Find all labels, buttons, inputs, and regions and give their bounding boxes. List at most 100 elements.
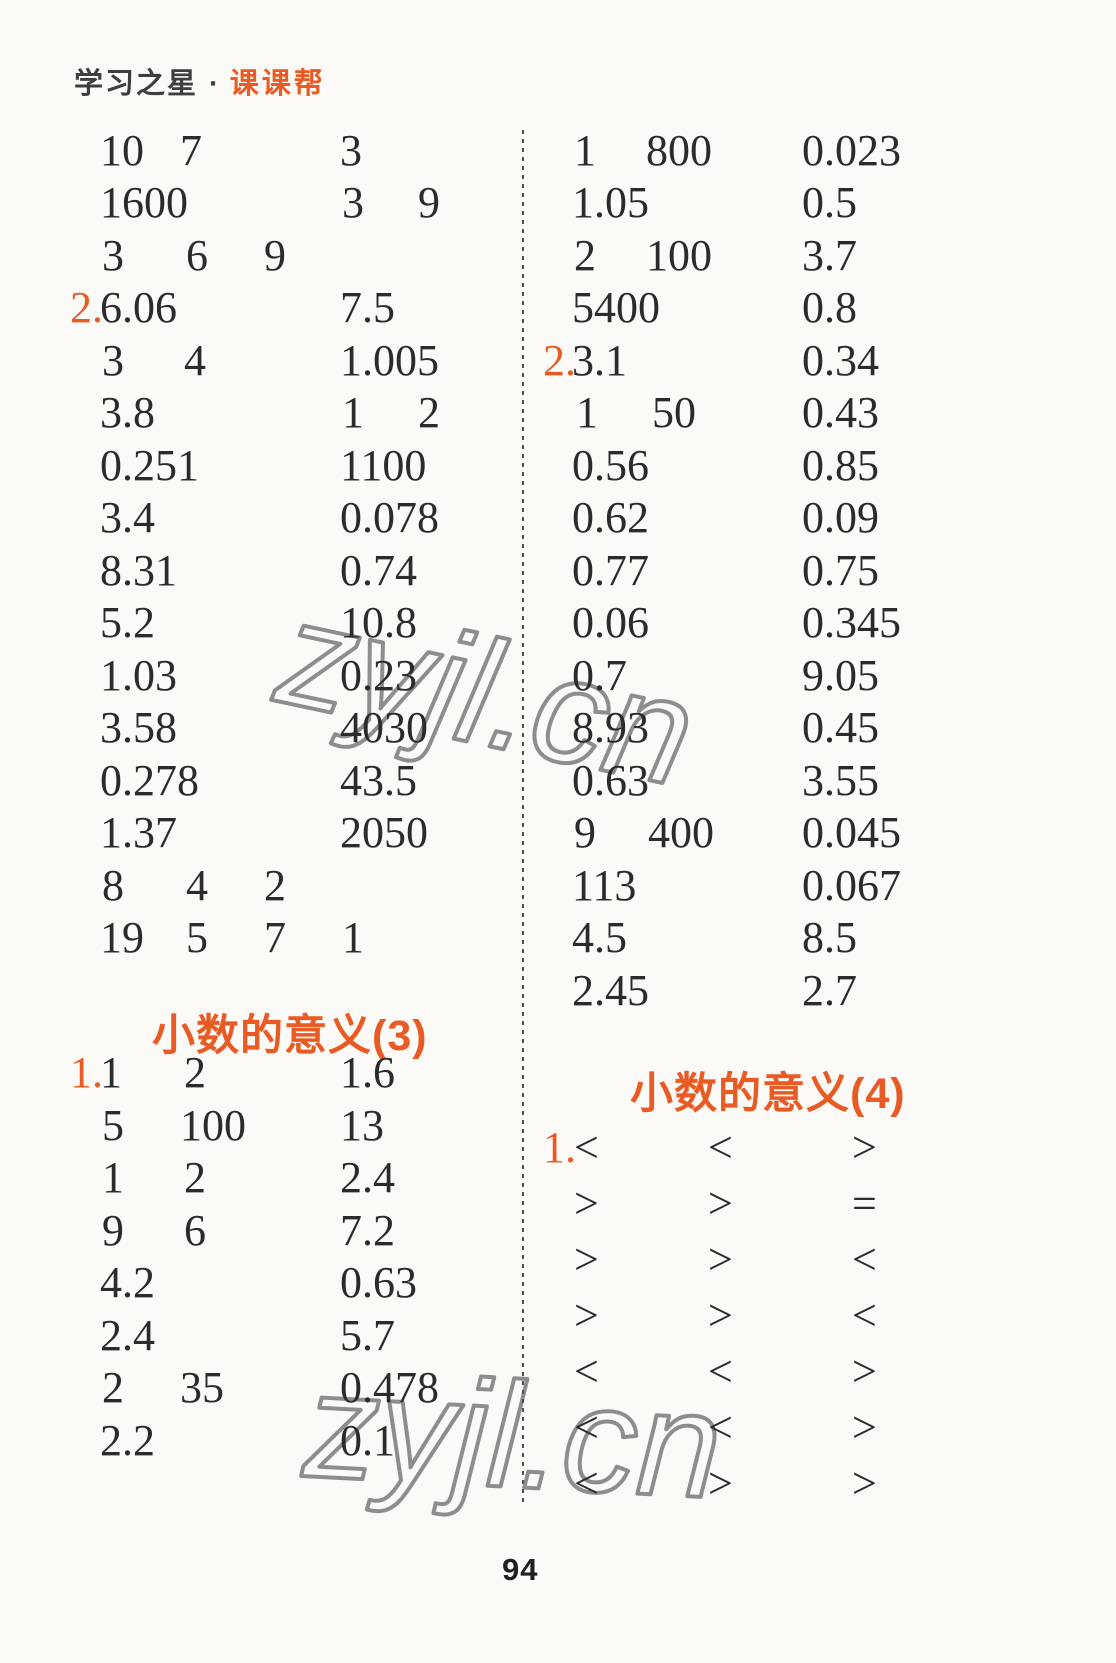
left-column-answer-row: 1.37 2050 <box>0 810 1116 856</box>
page-header: 学习之星 · 课课帮 <box>74 60 326 102</box>
right-column-answer-row: 1. < < > <box>0 1125 1116 1171</box>
left-column-answer-row: 0.251 1100 <box>0 443 1116 489</box>
answer-value: 1.6 <box>340 1048 395 1097</box>
answer-value: > <box>708 1235 733 1284</box>
answer-value: 0.1 <box>340 1416 395 1465</box>
answer-value: 9 <box>574 808 596 857</box>
answer-value: < <box>708 1347 733 1396</box>
answer-value: 3 <box>342 178 364 227</box>
answer-value: 35 <box>180 1363 224 1412</box>
left-column-answer-row: 3 4 1.005 <box>0 338 1116 384</box>
answer-value: 8.93 <box>572 703 649 752</box>
right-column-answer-row: 2. 3.1 0.34 <box>0 338 1116 384</box>
left-column-answer-row: 2 35 0.478 <box>0 1365 1116 1411</box>
answer-value: 3.8 <box>100 388 155 437</box>
answer-value: 800 <box>646 126 712 175</box>
answer-value: 2.4 <box>340 1153 395 1202</box>
exercise-number: 1. <box>543 1123 576 1172</box>
answer-value: > <box>852 1459 877 1508</box>
answer-value: 0.8 <box>802 283 857 332</box>
answer-value: 8.5 <box>802 913 857 962</box>
answer-value: 0.75 <box>802 546 879 595</box>
answer-value: 9 <box>102 1206 124 1255</box>
answer-value: 4.5 <box>572 913 627 962</box>
answer-value: 0.62 <box>572 493 649 542</box>
left-column-answer-row: 1600 3 9 <box>0 180 1116 226</box>
answer-value: 1100 <box>340 441 427 490</box>
answer-value: 5 <box>186 913 208 962</box>
answer-value: 4 <box>184 336 206 385</box>
answer-value: 5400 <box>572 283 660 332</box>
answer-value: 0.278 <box>100 756 199 805</box>
answer-value: 4030 <box>340 703 428 752</box>
answer-value: < <box>574 1347 599 1396</box>
answer-value: 2 <box>264 861 286 910</box>
answer-value: 1 <box>342 913 364 962</box>
answer-value: 2 <box>184 1048 206 1097</box>
answer-value: 2 <box>418 388 440 437</box>
right-column-answer-row: < < > <box>0 1405 1116 1451</box>
answer-value: 50 <box>652 388 696 437</box>
answer-value: 100 <box>180 1101 246 1150</box>
left-column-answer-row: 19 5 7 1 <box>0 915 1116 961</box>
answer-value: 0.63 <box>340 1258 417 1307</box>
answer-value: > <box>574 1179 599 1228</box>
answer-value: 0.023 <box>802 126 901 175</box>
brand-dot-separator: · <box>209 68 219 100</box>
answer-value: 0.067 <box>802 861 901 910</box>
answer-value: 1 <box>102 1153 124 1202</box>
answer-value: 4.2 <box>100 1258 155 1307</box>
exercise-number: 2. <box>543 336 576 385</box>
left-column-answer-row: 3.4 0.078 <box>0 495 1116 541</box>
answer-value: 3.4 <box>100 493 155 542</box>
answer-value: 4 <box>186 861 208 910</box>
right-column-answer-row: < > > <box>0 1461 1116 1507</box>
answer-value: 5.2 <box>100 598 155 647</box>
answer-value: 1 <box>100 1048 122 1097</box>
answer-value: > <box>708 1179 733 1228</box>
answer-value: 0.5 <box>802 178 857 227</box>
answer-value: 9 <box>264 231 286 280</box>
answer-value: < <box>574 1403 599 1452</box>
right-column-answer-row: < < > <box>0 1349 1116 1395</box>
right-column-section-heading: 小数的意义(4) <box>630 1070 906 1118</box>
answer-value: 7 <box>180 126 202 175</box>
answer-value: 2 <box>184 1153 206 1202</box>
answer-value: 1.005 <box>340 336 439 385</box>
answer-value: 0.77 <box>572 546 649 595</box>
answer-value: 0.43 <box>802 388 879 437</box>
answer-value: 3.58 <box>100 703 177 752</box>
column-divider-dashed-line <box>522 130 524 1505</box>
answer-value: < <box>852 1291 877 1340</box>
brand-series-label: 学习之星 <box>74 68 199 100</box>
answer-value: > <box>852 1123 877 1172</box>
left-column-answer-row: 8.31 0.74 <box>0 548 1116 594</box>
answer-value: > <box>708 1459 733 1508</box>
answer-value: 9 <box>418 178 440 227</box>
answer-value: 0.85 <box>802 441 879 490</box>
right-column-answer-row: 0.56 0.85 <box>0 443 1116 489</box>
answer-value: 7 <box>264 913 286 962</box>
right-column-answer-row: > > < <box>0 1293 1116 1339</box>
answer-value: 2 <box>574 231 596 280</box>
answer-value: 6 <box>184 1206 206 1255</box>
right-column-answer-row: 113 0.067 <box>0 863 1116 909</box>
answer-value: 13 <box>340 1101 384 1150</box>
answer-value: 1.03 <box>100 651 177 700</box>
left-column-answer-row: 3.58 4030 <box>0 705 1116 751</box>
left-column-answer-row: 2.2 0.1 <box>0 1418 1116 1464</box>
answer-value: 8 <box>102 861 124 910</box>
answer-value: < <box>852 1235 877 1284</box>
answer-value: 2.7 <box>802 966 857 1015</box>
answer-value: 3.55 <box>802 756 879 805</box>
answer-value: 2.2 <box>100 1416 155 1465</box>
right-column-answer-row: 4.5 8.5 <box>0 915 1116 961</box>
left-column-answer-row: 0.278 43.5 <box>0 758 1116 804</box>
answer-value: 1 <box>574 126 596 175</box>
left-column-answer-row: 3.8 1 2 <box>0 390 1116 436</box>
answer-value: 0.74 <box>340 546 417 595</box>
right-column-answer-row: 9 400 0.045 <box>0 810 1116 856</box>
answer-value: 400 <box>648 808 714 857</box>
